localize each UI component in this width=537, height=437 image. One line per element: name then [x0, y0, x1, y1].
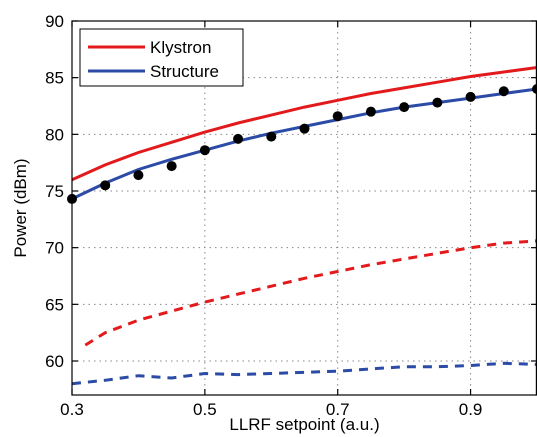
y-tick-label: 65 — [45, 295, 64, 314]
measurement-point — [432, 97, 443, 108]
series-2-dashed-line — [84, 239, 537, 347]
measurement-point — [100, 180, 111, 191]
x-tick-label: 0.9 — [459, 400, 483, 419]
x-tick-label: 0.3 — [60, 400, 84, 419]
axis-ticks: 0.3 0.5 0.7 0.9 60 65 70 75 80 85 90 — [45, 12, 537, 419]
structure-line — [71, 87, 537, 201]
measurement-point — [498, 86, 509, 97]
series-3-dashed-line — [71, 361, 537, 386]
x-tick-label: 0.7 — [326, 400, 350, 419]
y-tick-label: 90 — [45, 12, 64, 31]
legend: Klystron Structure — [79, 28, 244, 87]
legend-label-structure: Structure — [150, 62, 219, 81]
measurement-point — [166, 161, 177, 172]
y-tick-label: 75 — [45, 182, 64, 201]
y-tick-label: 85 — [45, 69, 64, 88]
y-tick-label: 70 — [45, 239, 64, 258]
measurement-point — [299, 123, 310, 134]
measurement-point — [233, 133, 244, 144]
measurement-point — [133, 170, 144, 181]
legend-box — [79, 28, 244, 87]
series-group — [67, 66, 537, 386]
y-axis-label: Power (dBm) — [11, 158, 30, 257]
x-tick-label: 0.5 — [193, 400, 217, 419]
measurement-point — [332, 111, 343, 122]
measurement-point — [399, 102, 410, 113]
klystron-line — [71, 66, 537, 182]
legend-label-klystron: Klystron — [150, 38, 211, 57]
measurement-point — [465, 91, 476, 102]
measurement-point — [266, 131, 277, 142]
measurement-point — [199, 145, 210, 156]
y-tick-label: 60 — [45, 352, 64, 371]
plot-frame — [71, 20, 537, 396]
y-tick-label: 80 — [45, 125, 64, 144]
measurement-point — [532, 84, 537, 94]
x-axis-label: LLRF setpoint (a.u.) — [229, 415, 379, 434]
measurement-point — [365, 106, 376, 117]
